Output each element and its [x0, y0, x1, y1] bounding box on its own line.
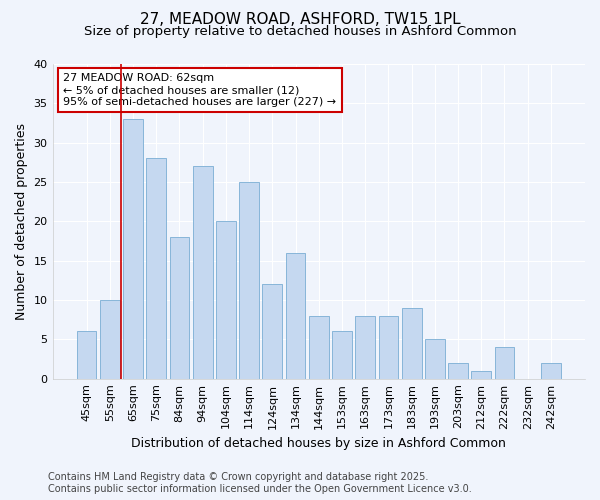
Bar [541, 363, 561, 378]
Text: Contains HM Land Registry data © Crown copyright and database right 2025.
Contai: Contains HM Land Registry data © Crown c… [48, 472, 472, 494]
Bar [425, 340, 445, 378]
Bar [146, 158, 166, 378]
Bar [379, 316, 398, 378]
Bar [123, 119, 143, 378]
Bar [262, 284, 282, 378]
Bar [309, 316, 329, 378]
Text: 27 MEADOW ROAD: 62sqm
← 5% of detached houses are smaller (12)
95% of semi-detac: 27 MEADOW ROAD: 62sqm ← 5% of detached h… [63, 74, 337, 106]
Bar [170, 237, 190, 378]
Bar [286, 253, 305, 378]
Bar [332, 332, 352, 378]
Bar [355, 316, 375, 378]
Text: Size of property relative to detached houses in Ashford Common: Size of property relative to detached ho… [83, 25, 517, 38]
Bar [402, 308, 422, 378]
X-axis label: Distribution of detached houses by size in Ashford Common: Distribution of detached houses by size … [131, 437, 506, 450]
Bar [100, 300, 119, 378]
Bar [472, 371, 491, 378]
Bar [494, 347, 514, 378]
Bar [77, 332, 97, 378]
Bar [448, 363, 468, 378]
Bar [216, 222, 236, 378]
Text: 27, MEADOW ROAD, ASHFORD, TW15 1PL: 27, MEADOW ROAD, ASHFORD, TW15 1PL [140, 12, 460, 28]
Bar [193, 166, 212, 378]
Bar [239, 182, 259, 378]
Y-axis label: Number of detached properties: Number of detached properties [15, 123, 28, 320]
